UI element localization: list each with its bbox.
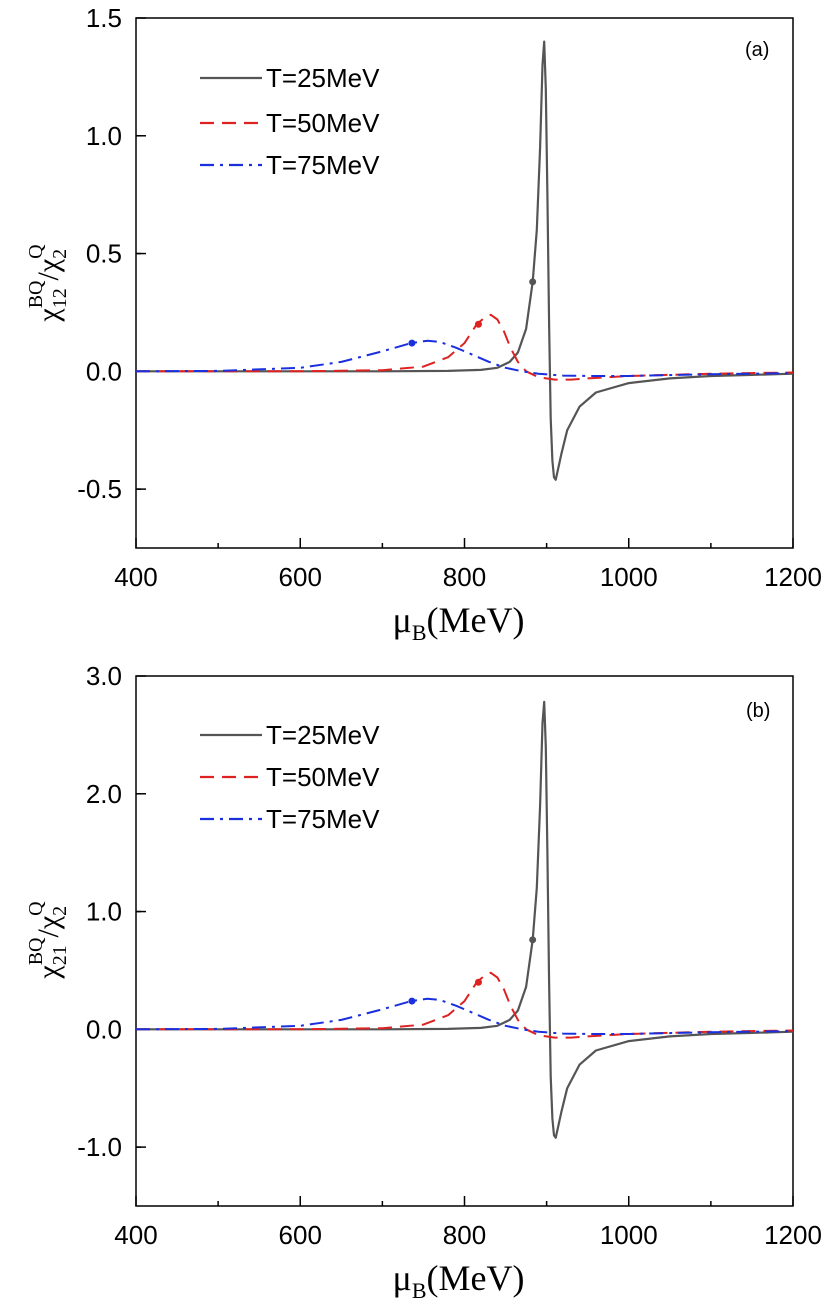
y-axis-label-slash: /	[32, 272, 65, 281]
x-axis-label-mu: μ	[393, 1258, 412, 1298]
legend-label: T=75MeV	[266, 804, 380, 834]
plot-area	[136, 40, 793, 481]
x-tick-label: 400	[114, 562, 157, 592]
series-line-t-50mev	[136, 971, 793, 1039]
y-axis-label-sup: BQ	[25, 937, 47, 965]
y-axis-label-chi: χ	[32, 965, 65, 980]
y-axis-label-den-chi: χ	[32, 258, 65, 273]
y-tick-label: 0.5	[86, 239, 122, 269]
legend-label: T=50MeV	[266, 108, 380, 138]
series-line-t-50mev	[136, 313, 793, 381]
y-axis-label: χ21BQ/χ2Q	[25, 901, 71, 980]
chart-panel-a: 400 600 800 1000 1200 -0.5 0.0 0.5 1.0 1.5 T=25MeV…	[25, 3, 822, 645]
y-axis-label-den-sub: 2	[49, 906, 71, 916]
x-tick-label: 1000	[600, 1220, 658, 1250]
y-axis-label-sub: 12	[49, 288, 71, 308]
x-tick-label: 1000	[600, 562, 658, 592]
series-line-t-25mev	[136, 40, 793, 481]
legend-label: T=50MeV	[266, 762, 380, 792]
x-tick-label: 600	[279, 1220, 322, 1250]
x-tick-label: 1200	[764, 1220, 822, 1250]
y-axis-label-chi: χ	[32, 308, 65, 323]
legend-label: T=75MeV	[266, 150, 380, 180]
y-axis-label-den-sup: Q	[25, 244, 47, 259]
legend-label: T=25MeV	[266, 63, 380, 93]
y-tick-label: -1.0	[77, 1132, 122, 1162]
x-tick-label: 1200	[764, 562, 822, 592]
series-line-t-75mev	[136, 997, 793, 1035]
x-axis-label: μB(MeV)	[393, 1258, 525, 1302]
chart-panel-b: 400 600 800 1000 1200 -1.0 0.0 1.0 2.0 3.0 T=25MeV…	[25, 661, 822, 1302]
panel-label: (a)	[745, 39, 769, 61]
series-marker	[529, 936, 537, 944]
x-axis-label: μB(MeV)	[393, 600, 525, 645]
y-tick-label: 2.0	[86, 779, 122, 809]
y-axis-label-sup: BQ	[25, 280, 47, 308]
series-marker	[474, 320, 482, 328]
plot-frame	[135, 675, 794, 1207]
legend-label: T=25MeV	[266, 720, 380, 750]
series-marker	[529, 278, 537, 286]
y-tick-label: 1.0	[86, 121, 122, 151]
plot-frame	[135, 17, 794, 549]
y-axis-label-sub: 21	[49, 945, 71, 965]
y-tick-label: 0.0	[86, 1014, 122, 1044]
y-tick-label: -0.5	[77, 474, 122, 504]
y-tick-label: 0.0	[86, 356, 122, 386]
x-tick-label: 800	[443, 1220, 486, 1250]
y-tick-label: 1.5	[86, 3, 122, 33]
x-tick-label: 800	[443, 562, 486, 592]
x-axis-label-unit: (MeV)	[427, 600, 525, 640]
y-axis-label: χ12BQ/χ2Q	[25, 244, 71, 323]
y-tick-label: 3.0	[86, 661, 122, 691]
x-axis-label-sub: B	[412, 1278, 427, 1302]
x-axis-label-unit: (MeV)	[427, 1258, 525, 1298]
panel-label: (b)	[746, 700, 770, 722]
series-marker	[408, 339, 416, 347]
x-axis-label-sub: B	[412, 620, 427, 645]
x-tick-label: 600	[279, 562, 322, 592]
series-line-t-75mev	[136, 339, 793, 377]
y-tick-label: 1.0	[86, 897, 122, 927]
y-axis-label-den-sub: 2	[49, 249, 71, 259]
series-marker	[474, 978, 482, 986]
x-axis-label-mu: μ	[393, 600, 412, 640]
y-axis-label-slash: /	[32, 929, 65, 938]
series-marker	[408, 997, 416, 1005]
series-line-t-25mev	[136, 700, 793, 1139]
x-tick-label: 400	[114, 1220, 157, 1250]
plot-area	[136, 700, 793, 1139]
y-axis-label-den-sup: Q	[25, 901, 47, 916]
y-axis-label-den-chi: χ	[32, 915, 65, 930]
